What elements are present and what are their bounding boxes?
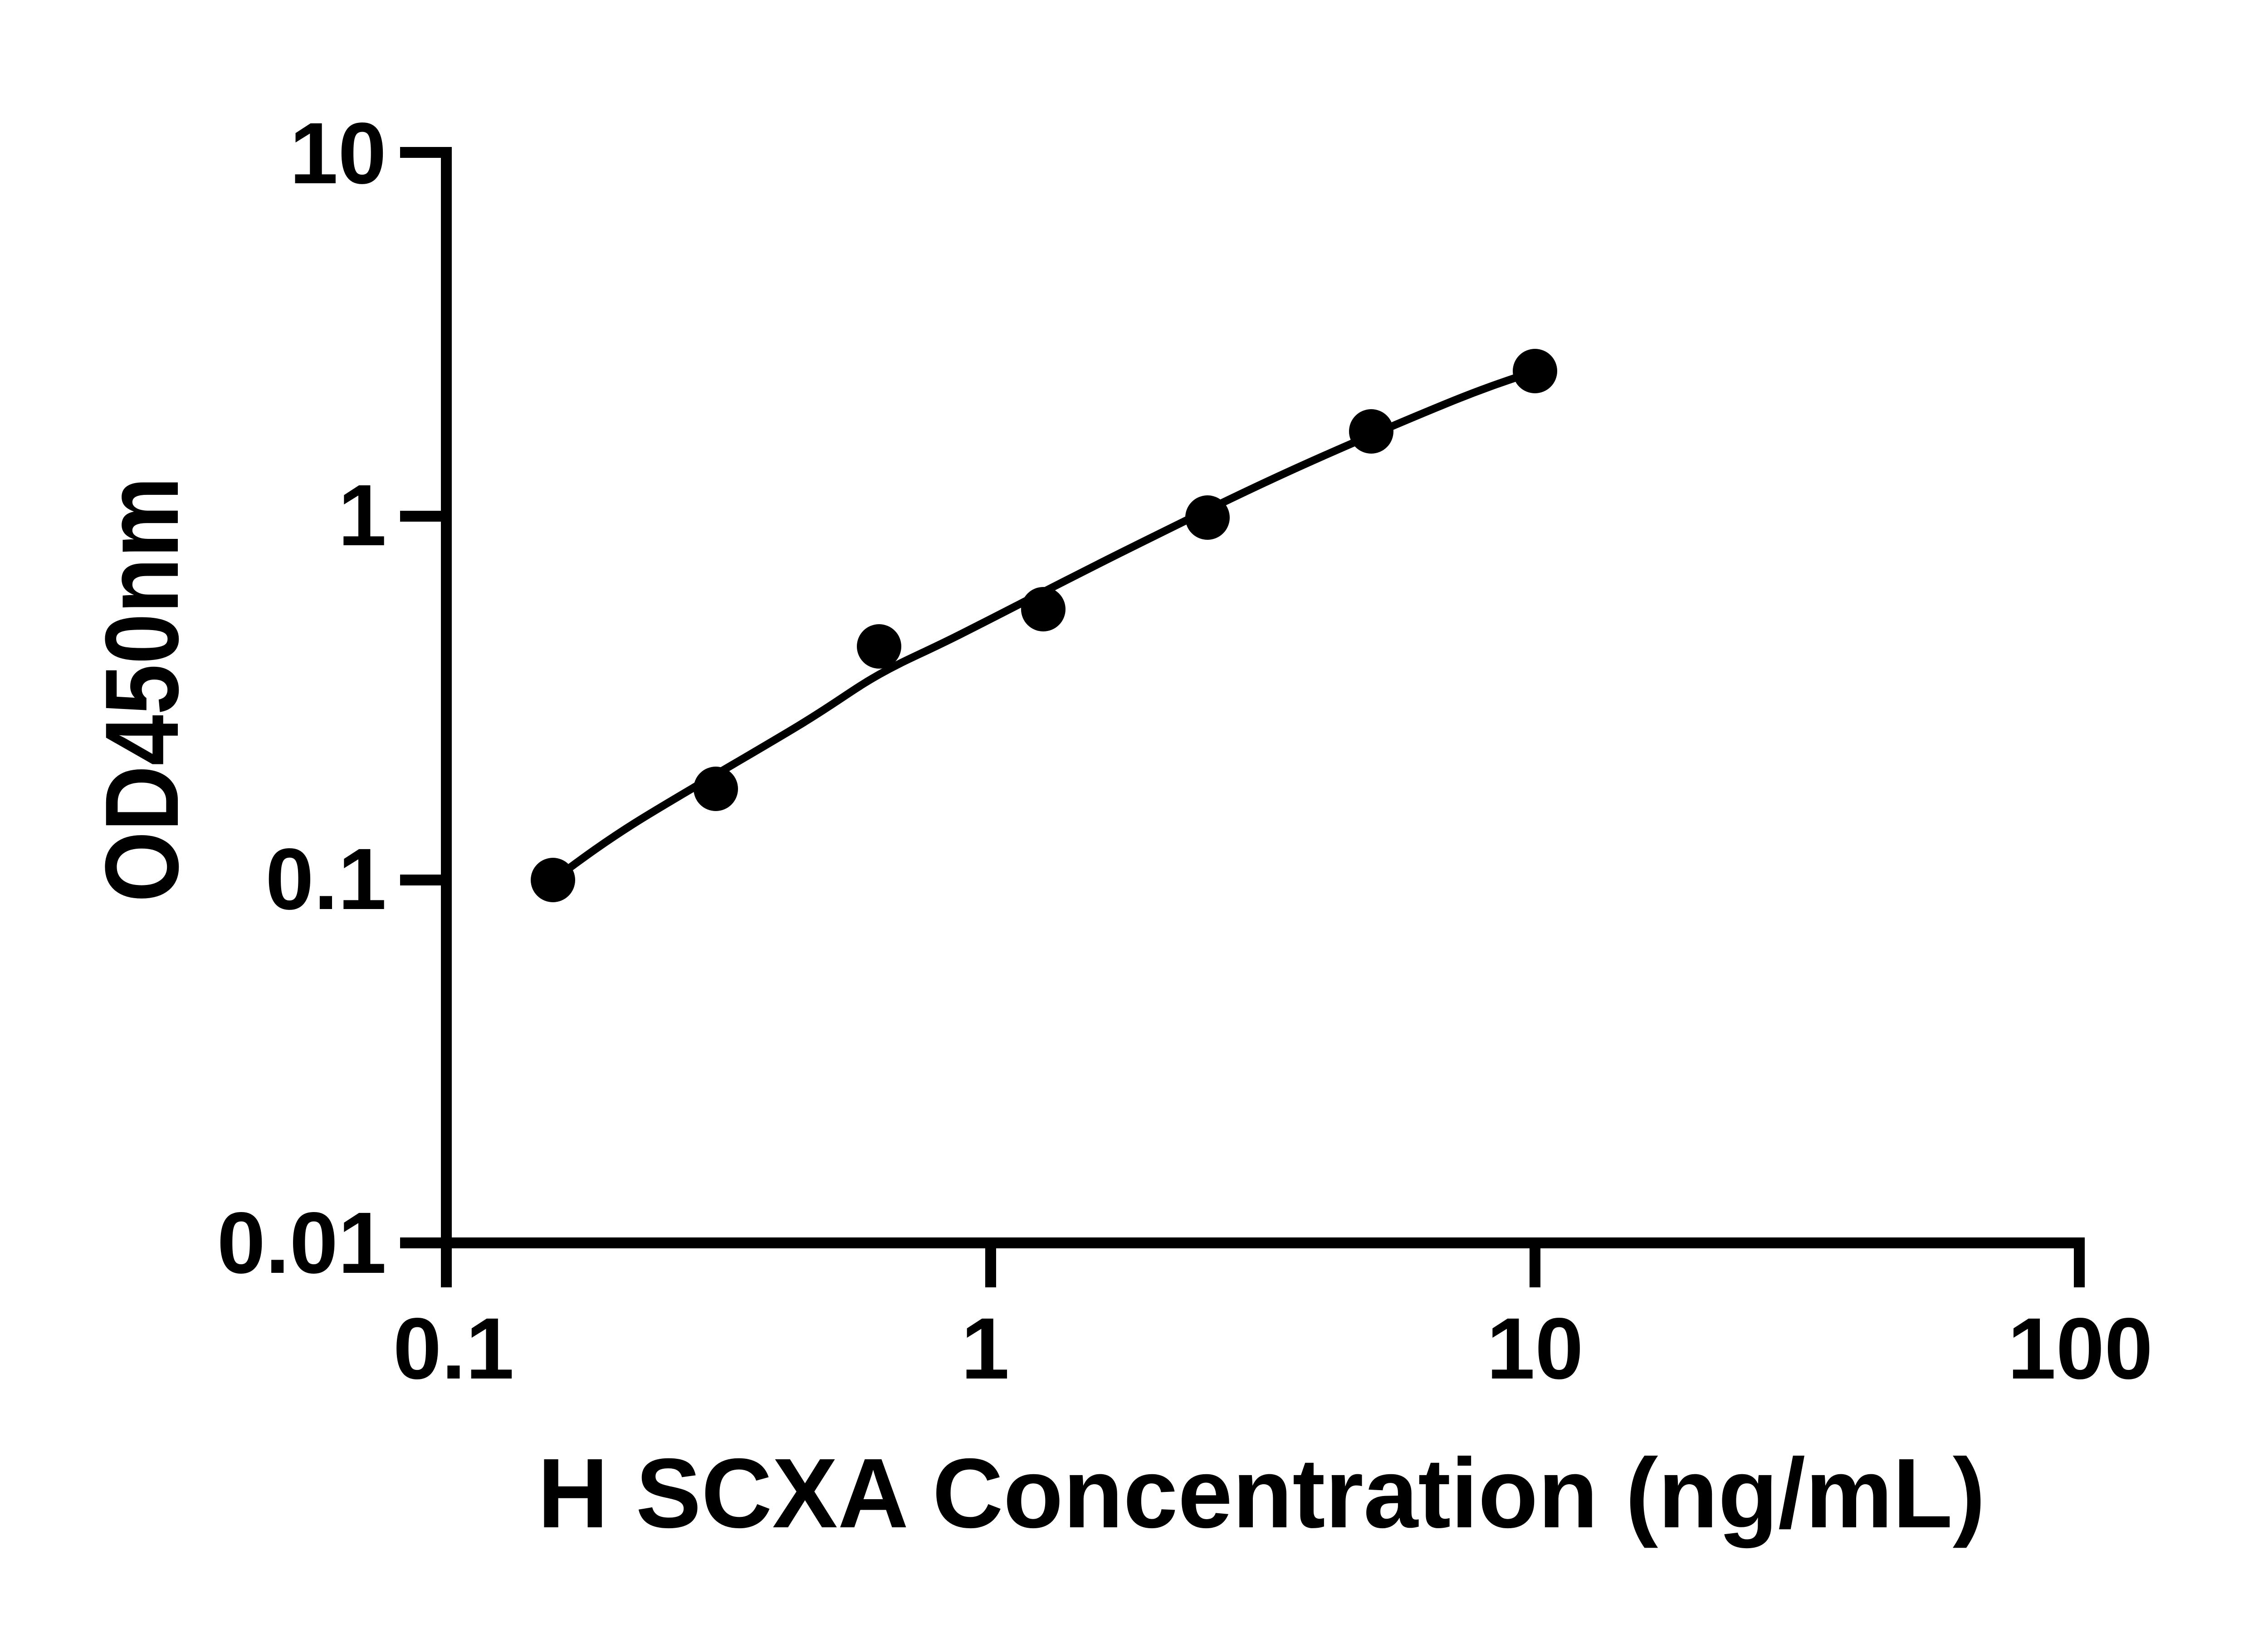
svg-text:H SCXA Concentration (ng/mL): H SCXA Concentration (ng/mL): [538, 1438, 1985, 1549]
svg-text:0.1: 0.1: [265, 830, 386, 928]
svg-text:OD450nm: OD450nm: [83, 477, 200, 902]
svg-text:1: 1: [338, 466, 386, 564]
svg-text:0.1: 0.1: [393, 1300, 514, 1397]
svg-text:10: 10: [1486, 1300, 1584, 1397]
svg-text:100: 100: [2008, 1300, 2153, 1397]
svg-text:0.01: 0.01: [217, 1194, 386, 1291]
svg-text:1: 1: [961, 1300, 1010, 1397]
svg-text:10: 10: [289, 104, 386, 202]
